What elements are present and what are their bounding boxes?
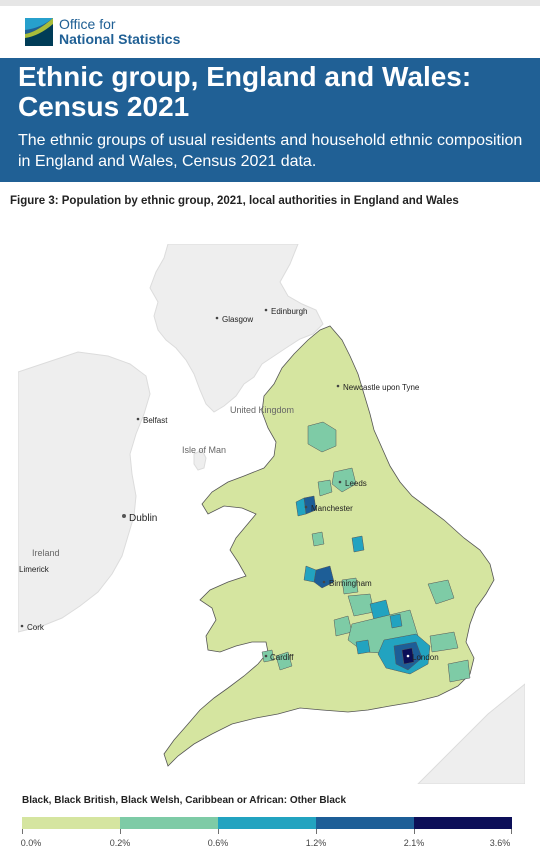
isle-of-man-land: [193, 449, 207, 471]
logo-line1: Office for: [59, 16, 116, 32]
page-banner: Ethnic group, England and Wales: Census …: [0, 58, 540, 182]
legend-tick-label: 0.0%: [20, 838, 42, 848]
newcastle-marker: [336, 384, 340, 388]
legend-segment: [120, 817, 218, 829]
label-isle-of-man: Isle of Man: [182, 445, 226, 455]
belfast-marker: [136, 417, 140, 421]
region-bradford[interactable]: [317, 479, 333, 497]
legend-tick: [218, 829, 219, 834]
legend-tick: [120, 829, 121, 834]
ons-logo[interactable]: Office for National Statistics: [25, 16, 180, 48]
legend-tick-label: 3.6%: [489, 838, 511, 848]
legend-tick: [22, 829, 23, 834]
region-cambridge[interactable]: [427, 579, 455, 605]
legend-color-bar: [22, 817, 512, 829]
page-title: Ethnic group, England and Wales: Census …: [18, 61, 472, 122]
cork-marker: [20, 624, 24, 628]
label-belfast: Belfast: [143, 416, 168, 425]
manchester-marker: [304, 505, 308, 509]
glasgow-marker: [215, 316, 219, 320]
label-united-kingdom: United Kingdom: [230, 405, 294, 415]
region-reading[interactable]: [355, 639, 371, 655]
region-birmingham-ring[interactable]: [303, 565, 317, 583]
region-leeds[interactable]: [331, 467, 357, 493]
label-cardiff: Cardiff: [270, 653, 294, 662]
label-newcastle: Newcastle upon Tyne: [343, 383, 420, 392]
region-sheffield[interactable]: [351, 535, 365, 553]
logo-line2: National Statistics: [59, 31, 181, 47]
legend-ticks: 0.0% 0.2% 0.6% 1.2% 2.1% 3.6%: [0, 829, 540, 849]
london-marker: [406, 654, 410, 658]
label-ireland: Ireland: [32, 548, 60, 558]
ireland-land: [18, 351, 151, 633]
label-glasgow: Glasgow: [222, 315, 253, 324]
edinburgh-marker: [264, 308, 268, 312]
legend-tick-label: 0.6%: [207, 838, 229, 848]
france-land: [417, 683, 525, 784]
legend-segment: [22, 817, 120, 829]
legend-tick: [511, 829, 512, 834]
birmingham-marker: [322, 580, 326, 584]
legend-tick: [414, 829, 415, 834]
choropleth-map[interactable]: Glasgow Edinburgh Newcastle upon Tyne Un…: [18, 244, 525, 784]
label-manchester: Manchester: [311, 504, 353, 513]
legend-tick: [316, 829, 317, 834]
logo-text: Office for National Statistics: [59, 17, 180, 47]
label-edinburgh: Edinburgh: [271, 307, 307, 316]
region-luton[interactable]: [389, 613, 403, 629]
region-manchester-ring[interactable]: [295, 497, 307, 517]
label-dublin: Dublin: [129, 513, 157, 524]
legend-tick-label: 0.2%: [109, 838, 131, 848]
ons-logo-icon: [25, 18, 53, 46]
region-nottingham[interactable]: [311, 531, 325, 547]
region-bristol[interactable]: [275, 651, 293, 671]
region-kent[interactable]: [447, 659, 471, 683]
label-london: London: [412, 653, 439, 662]
label-limerick: Limerick: [19, 565, 50, 574]
map-canvas[interactable]: Glasgow Edinburgh Newcastle upon Tyne Un…: [18, 244, 525, 784]
legend-segment: [218, 817, 316, 829]
legend-tick-label: 2.1%: [403, 838, 425, 848]
figure-title: Figure 3: Population by ethnic group, 20…: [10, 195, 459, 207]
label-leeds: Leeds: [345, 479, 367, 488]
leeds-marker: [338, 480, 342, 484]
legend-tick-label: 1.2%: [305, 838, 327, 848]
cardiff-marker: [264, 654, 268, 658]
scotland-land: [149, 244, 324, 413]
region-essex[interactable]: [429, 631, 459, 653]
page-subtitle: The ethnic groups of usual residents and…: [18, 132, 523, 170]
legend-segment: [316, 817, 414, 829]
legend-title: Black, Black British, Black Welsh, Carib…: [22, 795, 346, 806]
label-cork: Cork: [27, 623, 45, 632]
top-bar: [0, 0, 540, 6]
label-birmingham: Birmingham: [329, 579, 372, 588]
region-north-yorkshire[interactable]: [307, 421, 337, 453]
region-leicester[interactable]: [341, 577, 359, 595]
region-cardiff[interactable]: [261, 649, 275, 663]
dublin-marker: [122, 514, 126, 518]
legend-segment: [414, 817, 512, 829]
